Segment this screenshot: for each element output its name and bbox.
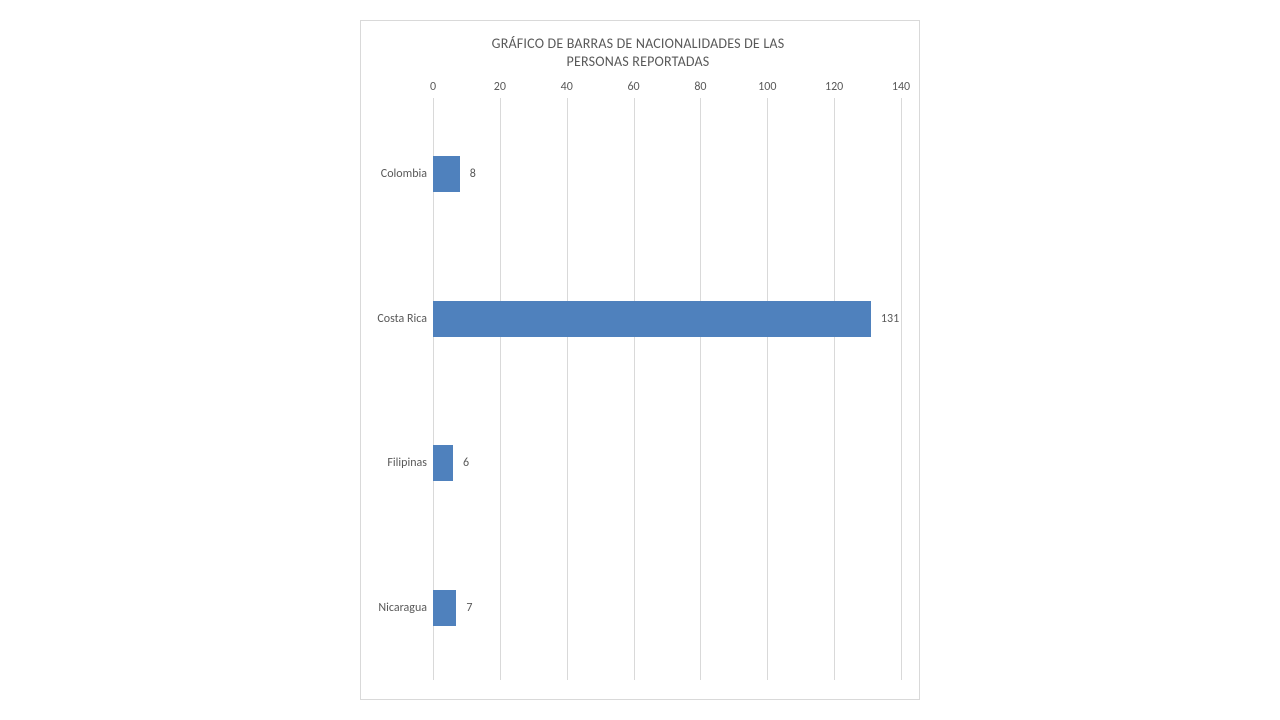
bar-value-label: 131 (881, 312, 899, 326)
chart-title-line1: GRÁFICO DE BARRAS DE NACIONALIDADES DE L… (375, 35, 901, 53)
gridline (901, 102, 902, 680)
chart-title: GRÁFICO DE BARRAS DE NACIONALIDADES DE L… (375, 35, 901, 70)
bar (433, 590, 456, 626)
y-axis-label: Nicaragua (378, 601, 427, 615)
bar-value-label: 8 (470, 167, 476, 181)
y-axis-label: Colombia (381, 167, 427, 181)
chart-container: GRÁFICO DE BARRAS DE NACIONALIDADES DE L… (360, 20, 920, 700)
plot-area: Colombia Costa Rica Filipinas Nicaragua 0 20… (375, 80, 901, 680)
y-axis-label: Costa Rica (377, 312, 427, 326)
x-tick-label: 140 (892, 80, 910, 94)
y-axis-labels: Colombia Costa Rica Filipinas Nicaragua (375, 80, 433, 680)
bar-value-label: 7 (466, 601, 472, 615)
bar (433, 301, 871, 337)
x-tick-label: 60 (627, 80, 639, 94)
bar-row: 131 (433, 301, 901, 337)
bar-value-label: 6 (463, 456, 469, 470)
plot: 020406080100120140 813167 (433, 80, 901, 680)
bar-row: 6 (433, 445, 901, 481)
x-tick-label: 80 (694, 80, 706, 94)
y-axis-label: Filipinas (387, 456, 427, 470)
x-tick-label: 100 (758, 80, 776, 94)
bar (433, 156, 460, 192)
x-tickmark (901, 98, 902, 102)
x-tick-label: 120 (825, 80, 843, 94)
x-tick-label: 20 (494, 80, 506, 94)
x-axis: 020406080100120140 (433, 80, 901, 100)
bar-row: 7 (433, 590, 901, 626)
bar (433, 445, 453, 481)
chart-title-line2: PERSONAS REPORTADAS (375, 53, 901, 71)
bars: 8 131 6 7 (433, 102, 901, 680)
x-tick-label: 0 (430, 80, 436, 94)
x-tick-label: 40 (561, 80, 573, 94)
bar-row: 8 (433, 156, 901, 192)
